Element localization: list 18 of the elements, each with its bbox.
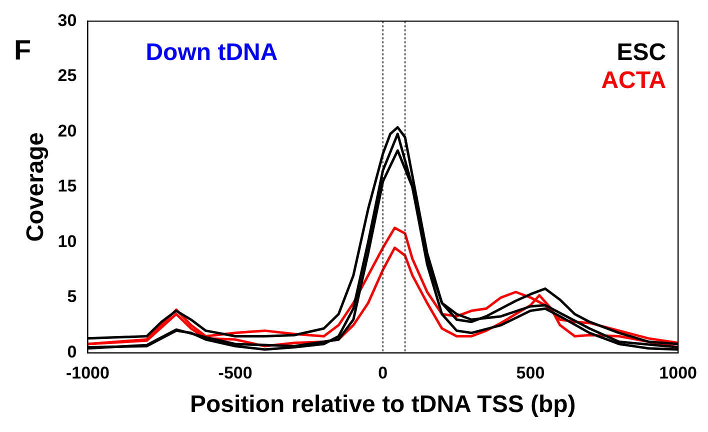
y-tick-label: 25 xyxy=(58,66,77,86)
y-tick-label: 20 xyxy=(58,121,77,140)
x-tick-label: 0 xyxy=(378,364,388,383)
text: F xyxy=(14,34,32,66)
y-tick-label: 0 xyxy=(67,342,77,362)
y-tick-label: 15 xyxy=(58,176,77,196)
text: ESC xyxy=(616,38,666,66)
y-axis-title: Coverage xyxy=(22,132,50,242)
text: ACTA xyxy=(601,66,666,94)
annotation: Down tDNA xyxy=(146,38,278,66)
y-tick-label: 5 xyxy=(67,287,77,306)
x-tick-label: -500 xyxy=(218,364,252,383)
x-tick-label: -1000 xyxy=(66,364,110,383)
y-tick-label: 30 xyxy=(58,10,77,30)
x-tick-label: 1000 xyxy=(659,364,698,383)
x-axis-title: Position relative to tDNA TSS (bp) xyxy=(190,391,576,418)
x-tick-label: 500 xyxy=(516,364,545,383)
y-tick-label: 10 xyxy=(58,232,77,251)
